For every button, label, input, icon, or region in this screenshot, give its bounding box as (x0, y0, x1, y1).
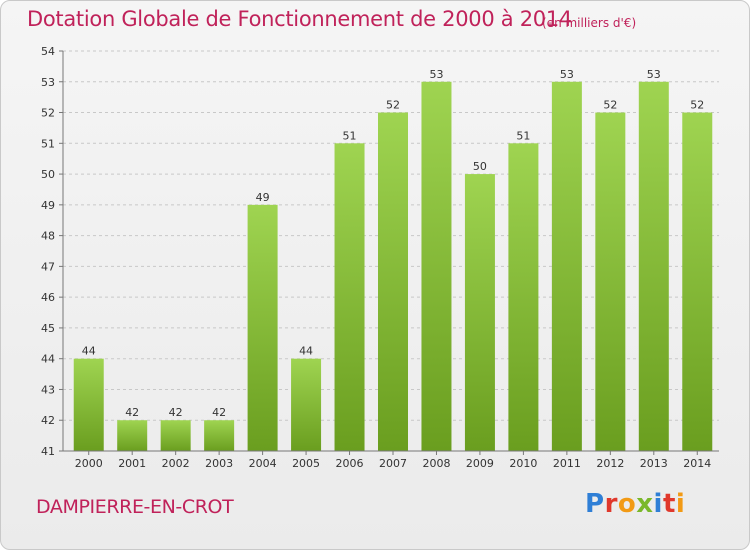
bar-2006 (334, 143, 365, 452)
data-label-2006: 51 (343, 129, 357, 142)
bar-2007 (378, 112, 408, 452)
axes: 41 42 43 44 45 46 47 48 49 50 51 52 53 54 2000 2001 2002… (41, 45, 719, 470)
x-tick-label: 2014 (683, 457, 711, 470)
logo-letter: r (604, 489, 618, 519)
y-tick-label: 42 (41, 414, 55, 427)
x-tick-label: 2007 (379, 457, 407, 470)
y-tick-label: 53 (41, 76, 55, 89)
bar-2013 (638, 81, 669, 452)
bars: 44 42 42 42 49 44 51 52 53 50 51 53 52 53 52 (73, 68, 713, 452)
logo-letter: i (675, 489, 686, 519)
data-label-2011: 53 (560, 68, 574, 81)
x-tick-label: 2001 (118, 457, 146, 470)
y-tick-label: 49 (41, 199, 55, 212)
bar-2009 (464, 174, 495, 452)
bar-2000 (73, 358, 104, 451)
y-tick-label: 47 (41, 260, 55, 273)
y-tick-label: 44 (41, 353, 55, 366)
data-label-2001: 42 (125, 406, 139, 419)
proxiti-logo: Proxiti (585, 489, 685, 519)
y-tick-label: 48 (41, 230, 55, 243)
x-tick-label: 2002 (162, 457, 190, 470)
bar-2011 (551, 81, 582, 452)
data-label-2014: 52 (690, 99, 704, 112)
x-tick-label: 2009 (466, 457, 494, 470)
data-label-2009: 50 (473, 160, 487, 173)
data-label-2013: 53 (647, 68, 661, 81)
chart-title: Dotation Globale de Fonctionnement de 20… (27, 7, 572, 31)
y-tick-label: 54 (41, 45, 55, 58)
data-label-2002: 42 (169, 406, 183, 419)
data-label-2010: 51 (516, 129, 530, 142)
y-tick-label: 43 (41, 383, 55, 396)
x-tick-label: 2005 (292, 457, 320, 470)
data-label-2000: 44 (82, 345, 96, 358)
bar-2004 (247, 204, 278, 451)
data-label-2012: 52 (603, 99, 617, 112)
bar-2008 (421, 81, 452, 452)
bar-2010 (508, 143, 539, 452)
bar-2003 (204, 420, 235, 451)
bar-2001 (117, 420, 148, 451)
logo-letter: i (653, 489, 663, 519)
y-tick-label: 52 (41, 107, 55, 120)
bar-2014 (682, 112, 713, 452)
x-tick-label: 2013 (640, 457, 668, 470)
x-tick-label: 2000 (75, 457, 103, 470)
x-tick-label: 2008 (422, 457, 450, 470)
x-tick-label: 2011 (553, 457, 581, 470)
logo-letter: t (662, 489, 676, 519)
bar-2002 (160, 420, 191, 451)
x-tick-label: 2003 (205, 457, 233, 470)
logo-letter: o (617, 489, 637, 519)
x-tick-label: 2010 (509, 457, 537, 470)
data-label-2008: 53 (429, 68, 443, 81)
chart-subtitle: (en milliers d'€) (542, 16, 637, 30)
y-tick-label: 45 (41, 322, 55, 335)
y-tick-label: 41 (41, 445, 55, 458)
y-tick-label: 46 (41, 291, 55, 304)
data-label-2005: 44 (299, 345, 313, 358)
y-tick-label: 51 (41, 137, 55, 150)
data-label-2003: 42 (212, 406, 226, 419)
data-label-2004: 49 (256, 191, 270, 204)
bar-2005 (291, 358, 322, 451)
y-tick-label: 50 (41, 168, 55, 181)
x-tick-label: 2012 (596, 457, 624, 470)
x-tick-label: 2004 (249, 457, 277, 470)
bar-2012 (595, 112, 626, 452)
x-tick-label: 2006 (336, 457, 364, 470)
logo-letter: x (636, 489, 654, 519)
data-label-2007: 52 (386, 99, 400, 112)
logo-letter: P (585, 489, 605, 519)
commune-name: DAMPIERRE-EN-CROT (36, 496, 234, 518)
